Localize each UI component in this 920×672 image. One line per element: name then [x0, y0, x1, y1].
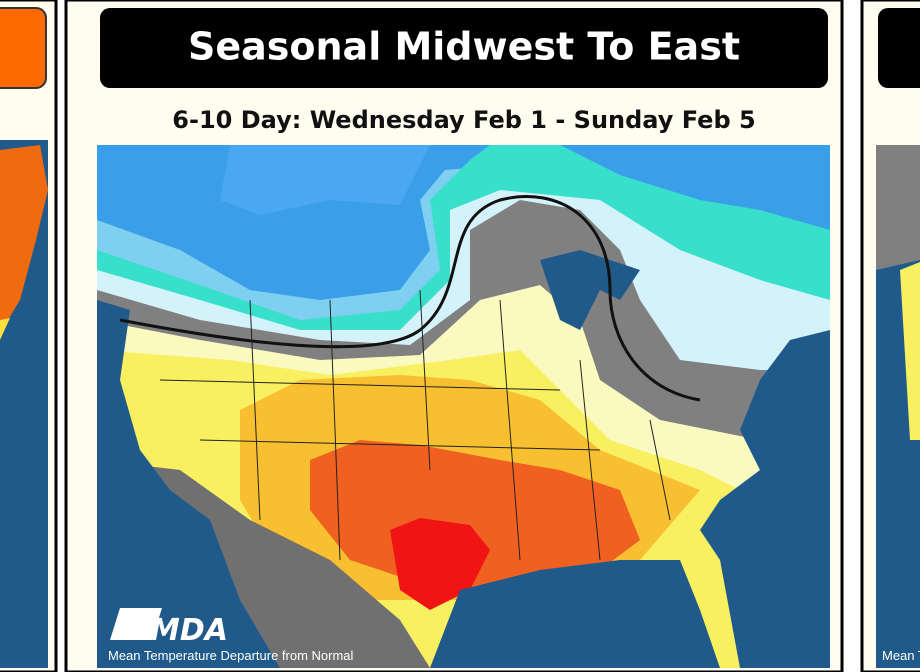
- temperature-map: MDA Mean Temperature Departure from Norm…: [97, 145, 830, 668]
- center-card: Seasonal Midwest To East 6-10 Day: Wedne…: [64, 0, 844, 672]
- card-subtitle: 6-10 Day: Wednesday Feb 1 - Sunday Feb 5: [172, 106, 755, 134]
- left-card[interactable]: [0, 0, 58, 672]
- map-caption: Mean Temperature Departure from Normal: [882, 648, 920, 663]
- map-caption: Mean Temperature Departure from Normal: [108, 648, 354, 663]
- map-logo: MDA: [150, 613, 228, 648]
- card-title: Seasonal Midwest To East: [188, 25, 740, 69]
- right-card[interactable]: Mean Temperature Departure from Normal: [860, 0, 920, 672]
